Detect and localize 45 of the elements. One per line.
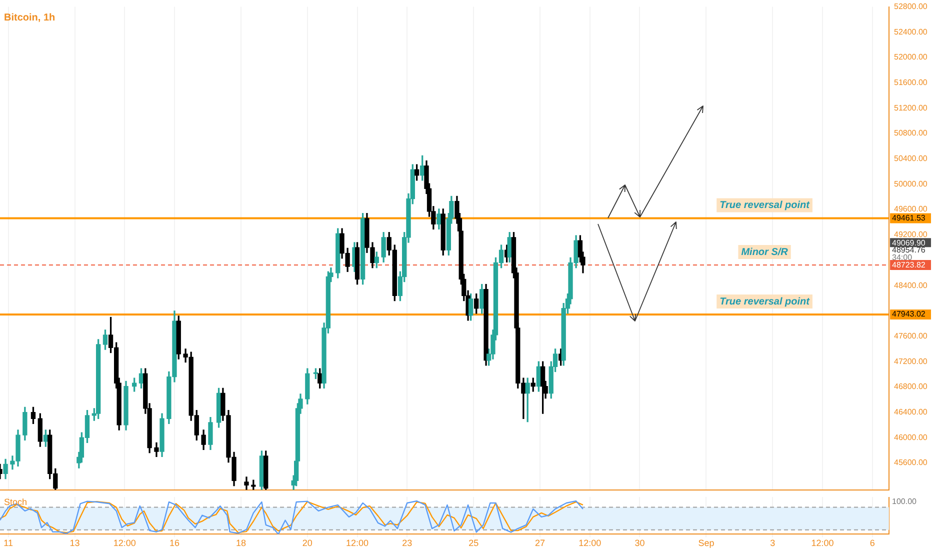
x-tick-label: 12:00 (113, 538, 136, 548)
x-tick-label: Sep (698, 538, 714, 548)
y-tick-label: 50000.00 (894, 179, 928, 188)
x-tick-label: 12:00 (578, 538, 602, 548)
y-tick-label: 51600.00 (894, 78, 928, 88)
text: 47943.02 (892, 310, 926, 319)
x-tick-label: 13 (70, 538, 80, 548)
y-tick-label: 46400.00 (894, 407, 928, 416)
text: Bitcoin, 1h (4, 12, 56, 24)
text: 49069.90 (892, 238, 926, 248)
y-tick-label: 46000.00 (894, 432, 928, 442)
y-tick-label: 51200.00 (894, 103, 928, 112)
text: 48954.76 (892, 246, 926, 255)
x-tick-label: 16 (169, 538, 180, 548)
x-tick-label: 12:00 (346, 538, 369, 548)
x-tick-label: 3 (770, 538, 776, 548)
ref-line-label: True reversal point (720, 296, 810, 308)
y-tick-label: 50400.00 (894, 154, 928, 164)
text: 48723.82 (892, 260, 926, 270)
y-tick-label: 49200.00 (894, 230, 928, 240)
y-tick-label: 52400.00 (894, 27, 928, 36)
x-tick-label: 25 (468, 538, 479, 548)
x-tick-label: 12:00 (811, 538, 834, 548)
x-tick-label: 27 (535, 538, 546, 548)
y-tick-label: 47600.00 (894, 331, 928, 340)
ref-line-label: Minor S/R (741, 246, 789, 258)
y-tick-label: 45600.00 (894, 458, 928, 468)
x-tick-label: 6 (870, 538, 875, 548)
y-tick-label: 50800.00 (894, 128, 928, 138)
text: 34:00 (892, 252, 913, 262)
y-tick-label: 52000.00 (894, 52, 928, 62)
text: 100.00 (892, 497, 918, 506)
text: 49461.53 (892, 214, 926, 223)
x-tick-label: 11 (4, 538, 13, 548)
chart-title: Stoch (4, 496, 28, 507)
x-tick-label: 23 (402, 538, 412, 548)
x-tick-label: 20 (302, 538, 312, 548)
y-tick-label: 48400.00 (894, 280, 928, 290)
y-tick-label: 49600.00 (894, 204, 928, 214)
x-tick-label: 30 (634, 538, 645, 548)
y-tick-label: 47200.00 (894, 356, 928, 366)
x-tick-label: 18 (236, 538, 246, 548)
y-tick-label: 52800.00 (894, 2, 928, 12)
ref-line-label: True reversal point (720, 200, 810, 212)
y-tick-label: 46800.00 (894, 382, 928, 392)
